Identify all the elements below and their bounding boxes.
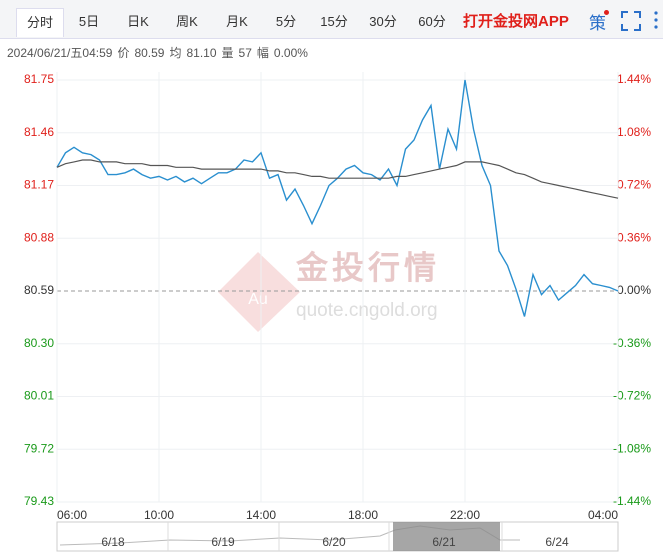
y2-tick-label: -0.72%: [613, 389, 651, 403]
x-tick-label: 06:00: [57, 508, 87, 522]
plot: 81.75 81.46 81.17 80.88 80.59 80.30 80.01 79.72…: [24, 72, 651, 522]
y-tick-label: 80.59: [24, 283, 54, 297]
navigator-date: 6/19: [211, 535, 235, 549]
navigator-date: 6/18: [101, 535, 125, 549]
more-icon[interactable]: [654, 11, 658, 29]
tab-bar: 分时 5日 日K 周K 月K 5分 15分 30分 60分: [0, 0, 663, 39]
app-link[interactable]: 打开金投网APP: [463, 13, 569, 30]
watermark-title: 金投行情: [295, 249, 440, 285]
tab[interactable]: 5日: [78, 14, 100, 29]
y2-tick-label: -1.08%: [613, 441, 651, 455]
y2-tick-label: 0.72%: [617, 178, 651, 192]
tab[interactable]: 周K: [176, 14, 198, 29]
y2-tick-label: 1.44%: [617, 72, 651, 86]
info-label: 价: [117, 46, 130, 60]
tab[interactable]: 15分: [320, 14, 348, 29]
info-row: 2024/06/21/五04:59 价 80.59 均 81.10 量 57 幅 0.00%: [7, 44, 313, 61]
tab[interactable]: 60分: [418, 14, 446, 29]
badge: [604, 10, 609, 15]
navigator: [56, 521, 619, 552]
y2-tick-label: 0.36%: [617, 230, 651, 244]
price-line: [56, 159, 619, 199]
x-tick-label: 14:00: [246, 508, 276, 522]
y2-tick-label: 1.08%: [617, 125, 651, 139]
y-tick-label: 79.72: [24, 441, 54, 455]
info-label: 均: [169, 46, 182, 60]
info-value: 2024/06/21/五04:59: [7, 46, 113, 60]
x-tick-label: 04:00: [588, 508, 618, 522]
info-value: 81.10: [186, 46, 217, 60]
y-tick-label: 80.01: [24, 389, 54, 403]
info-label: 量: [221, 46, 234, 60]
y-tick-label: 80.88: [24, 230, 54, 244]
y-tick-label: 81.17: [24, 178, 54, 192]
info-label: 幅: [256, 46, 269, 60]
x-tick-label: 22:00: [450, 508, 480, 522]
x-tick-label: 10:00: [144, 508, 174, 522]
y2-tick-label: -0.36%: [613, 336, 651, 350]
y2-tick-label: 0.00%: [617, 283, 651, 297]
watermark-logo: Au: [248, 291, 268, 308]
strategy-icon[interactable]: 策: [589, 14, 606, 33]
y2-tick-label: -1.44%: [613, 494, 651, 508]
navigator-date: 6/21: [432, 535, 456, 549]
expand-icon[interactable]: [621, 11, 641, 31]
navigator-date: 6/20: [322, 535, 346, 549]
navigator-date: 6/24: [545, 535, 569, 549]
tab[interactable]: 30分: [369, 14, 397, 29]
info-value: 80.59: [134, 46, 165, 60]
info-value: 57: [238, 46, 252, 60]
watermark: [218, 252, 300, 332]
tab[interactable]: 5分: [275, 14, 297, 29]
watermark-url: quote.cngold.org: [296, 300, 438, 321]
info-value: 0.00%: [273, 46, 308, 60]
tab[interactable]: 分时: [16, 8, 64, 37]
x-tick-label: 18:00: [348, 508, 378, 522]
tab[interactable]: 日K: [127, 14, 149, 29]
y-tick-label: 81.46: [24, 125, 54, 139]
y-tick-label: 80.30: [24, 336, 54, 350]
y-tick-label: 79.43: [24, 494, 54, 508]
y-tick-label: 81.75: [24, 72, 54, 86]
tab[interactable]: 月K: [226, 14, 248, 29]
